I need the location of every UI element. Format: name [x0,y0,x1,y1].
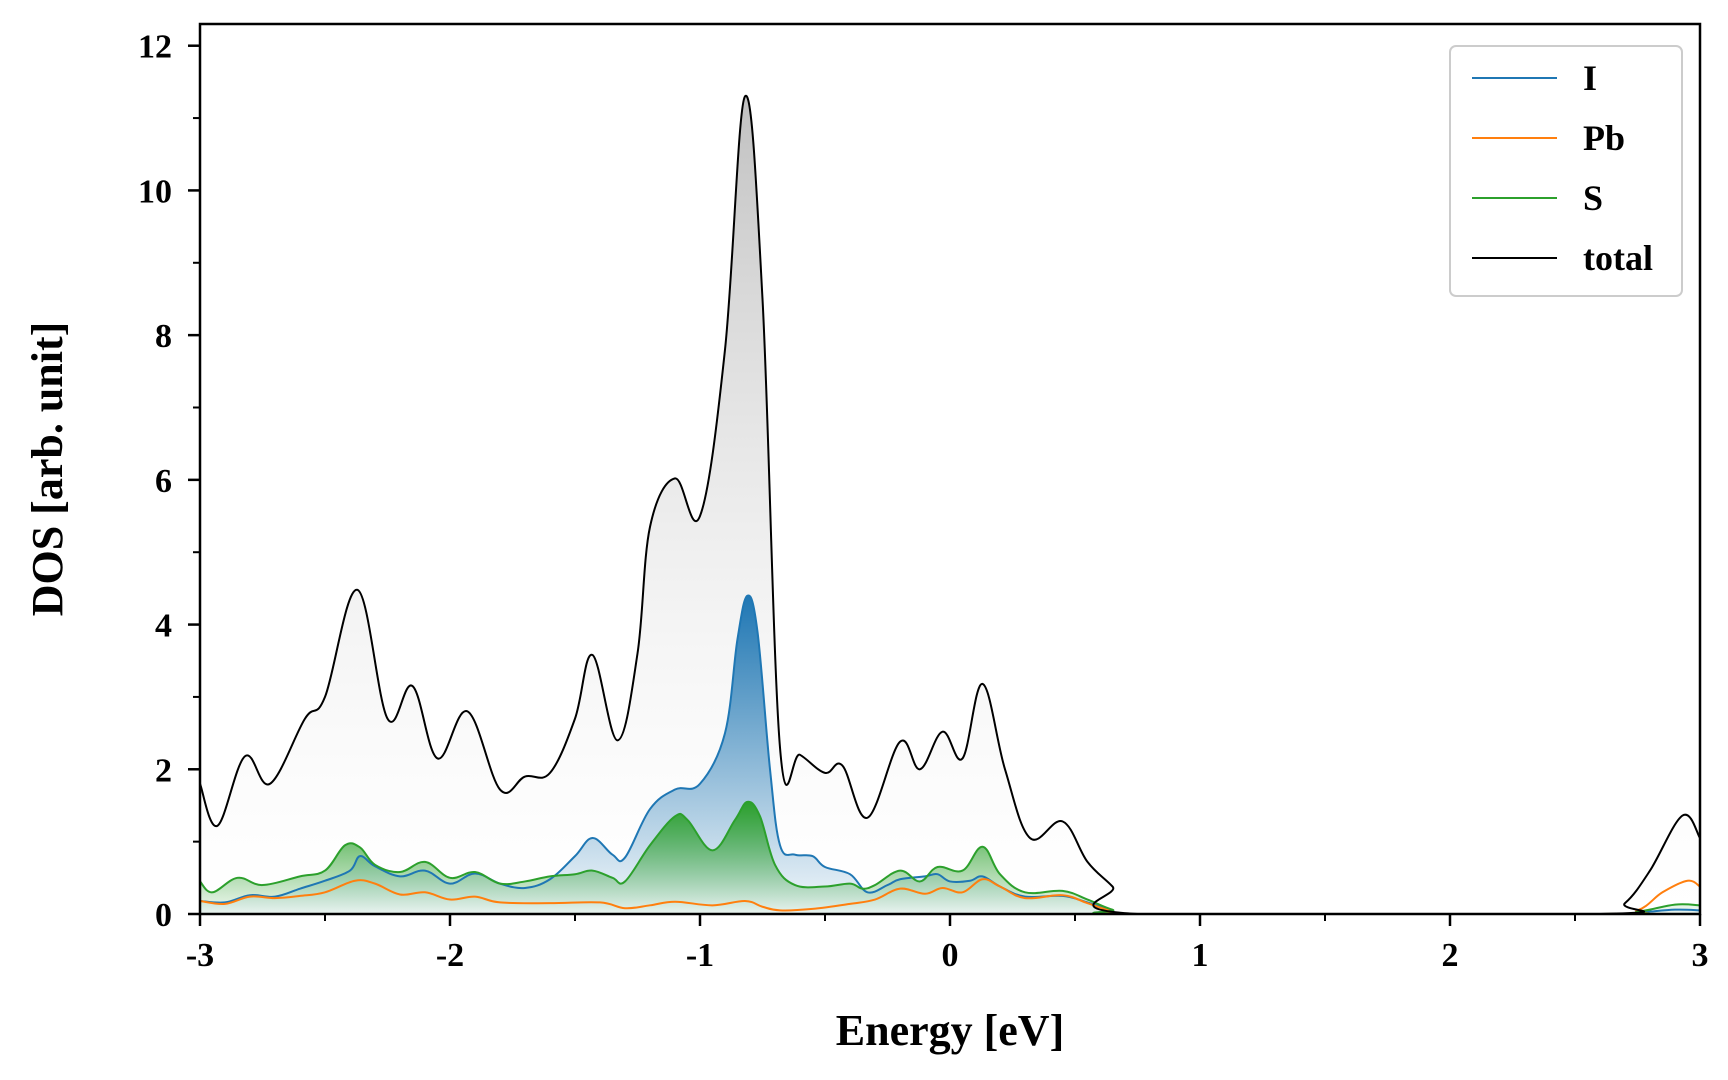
x-tick-label: 1 [1192,937,1209,974]
y-axis-title: DOS [arb. unit] [23,322,72,617]
x-axis-ticks: -3 -2 -1 0 1 2 3 [186,914,1709,974]
y-tick-label: 0 [155,897,172,934]
series-line-s [200,800,1700,914]
legend-label-i: I [1583,58,1597,98]
x-tick-label: 2 [1442,937,1459,974]
y-axis-ticks: 0 2 4 6 8 10 12 [138,29,200,934]
x-tick-label: -3 [186,937,214,974]
legend-label-s: S [1583,178,1603,218]
y-tick-label: 4 [155,608,172,645]
x-tick-label: 3 [1692,937,1709,974]
x-axis-title: Energy [eV] [836,1006,1065,1055]
y-tick-label: 8 [155,318,172,355]
area-fill-total [200,95,1700,914]
legend-label-total: total [1583,238,1653,278]
x-tick-label: -1 [686,937,714,974]
series-line-total [200,94,1700,914]
x-tick-label: 0 [942,937,959,974]
x-tick-label: -2 [436,937,464,974]
y-tick-label: 2 [155,752,172,789]
legend-box [1449,45,1683,297]
area-fill-s [200,801,1700,914]
y-tick-label: 10 [138,173,172,210]
y-tick-label: 6 [155,463,172,500]
y-tick-label: 12 [138,29,172,66]
legend-label-pb: Pb [1583,118,1625,158]
